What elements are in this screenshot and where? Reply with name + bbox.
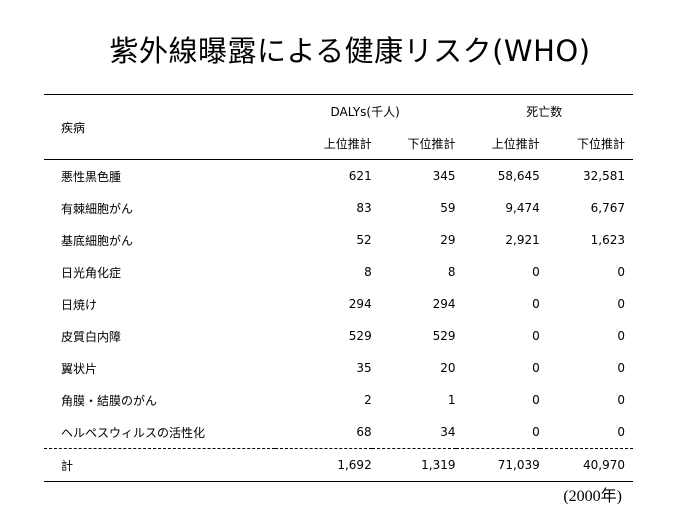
deaths-lower-value: 0 <box>617 425 625 439</box>
disease-name: 日光角化症 <box>61 265 122 280</box>
dalys-upper-value: 2 <box>364 393 372 407</box>
header-dalys: DALYs(千人) <box>274 94 456 127</box>
deaths-upper-value: 0 <box>532 393 540 407</box>
total-label: 計 <box>44 448 275 482</box>
header-disease: 疾病 <box>44 94 275 160</box>
deaths-upper-value: 58,645 <box>455 159 540 192</box>
deaths-lower-value: 6,767 <box>590 201 625 215</box>
dalys-lower-value: 20 <box>440 361 456 375</box>
deaths-lower-value: 0 <box>617 361 625 375</box>
deaths-lower-value: 32,581 <box>539 159 633 192</box>
disease-name: 日焼け <box>61 297 98 312</box>
disease-name: 皮質白内障 <box>61 329 122 344</box>
table-row: ヘルペスウィルスの活性化 68 34 0 0 <box>44 416 633 449</box>
disease-name: 有棘細胞がん <box>61 201 134 216</box>
dalys-lower-value: 34 <box>440 425 456 439</box>
deaths-upper-value: 2,921 <box>505 233 540 247</box>
dalys-upper-value: 8 <box>364 265 372 279</box>
disease-name: 翼状片 <box>61 361 98 376</box>
deaths-upper-value: 0 <box>532 265 540 279</box>
header-dalys-upper: 上位推計 <box>323 136 372 151</box>
deaths-upper-value: 0 <box>532 425 540 439</box>
deaths-lower-value: 0 <box>617 265 625 279</box>
total-dalys-lower: 1,319 <box>371 448 456 482</box>
table-row: 皮質白内障 529 529 0 0 <box>44 320 633 352</box>
dalys-lower-value: 345 <box>371 159 456 192</box>
header-deaths-lower: 下位推計 <box>576 136 625 151</box>
dalys-upper-value: 35 <box>356 361 372 375</box>
header-deaths-upper: 上位推計 <box>491 136 540 151</box>
table-row: 日焼け 294 294 0 0 <box>44 288 633 320</box>
table-row: 悪性黒色腫 621 345 58,645 32,581 <box>44 159 633 192</box>
dalys-lower-value: 59 <box>440 201 456 215</box>
table-body: 悪性黒色腫 621 345 58,645 32,581 有棘細胞がん 83 59 9,474 6,… <box>44 159 633 449</box>
table-row: 基底細胞がん 52 29 2,921 1,623 <box>44 224 633 256</box>
dalys-lower-value: 529 <box>432 329 456 343</box>
dalys-upper-value: 529 <box>348 329 372 343</box>
total-deaths-lower: 40,970 <box>539 448 633 482</box>
header-dalys-lower: 下位推計 <box>407 136 456 151</box>
deaths-lower-value: 0 <box>617 297 625 311</box>
deaths-upper-value: 0 <box>532 329 540 343</box>
disease-name: ヘルペスウィルスの活性化 <box>61 425 206 440</box>
total-dalys-upper: 1,692 <box>274 448 372 482</box>
disease-name: 基底細胞がん <box>61 233 134 248</box>
deaths-upper-value: 0 <box>532 361 540 375</box>
page-title: 紫外線曝露による健康リスク(WHO) <box>109 34 591 68</box>
dalys-upper-value: 68 <box>356 425 372 439</box>
disease-name: 悪性黒色腫 <box>44 159 275 192</box>
deaths-lower-value: 0 <box>617 393 625 407</box>
dalys-lower-value: 8 <box>447 265 456 279</box>
dalys-upper-value: 83 <box>356 201 372 215</box>
table-row: 有棘細胞がん 83 59 9,474 6,767 <box>44 192 633 224</box>
disease-name: 角膜・結膜のがん <box>61 393 158 408</box>
dalys-lower-value: 294 <box>432 297 456 311</box>
header-deaths: 死亡数 <box>455 94 633 127</box>
dalys-upper-value: 294 <box>348 297 372 311</box>
table-row: 日光角化症 8 8 0 0 <box>44 256 633 288</box>
total-deaths-upper: 71,039 <box>455 448 540 482</box>
table-row: 翼状片 35 20 0 0 <box>44 352 633 384</box>
health-risk-table: 疾病 DALYs(千人) 死亡数 上位推計 下位推計 上位推計 下位推計 悪性黒… <box>44 94 633 482</box>
deaths-upper-value: 0 <box>532 297 540 311</box>
dalys-lower-value: 29 <box>440 233 456 247</box>
dalys-lower-value: 1 <box>447 393 456 407</box>
table-row: 角膜・結膜のがん 2 1 0 0 <box>44 384 633 416</box>
total-row: 計 1,692 1,319 71,039 40,970 <box>44 448 633 482</box>
deaths-upper-value: 9,474 <box>505 201 540 215</box>
deaths-lower-value: 0 <box>617 329 625 343</box>
dalys-upper-value: 621 <box>274 159 372 192</box>
year-note: (2000年) <box>563 488 622 505</box>
deaths-lower-value: 1,623 <box>590 233 625 247</box>
dalys-upper-value: 52 <box>356 233 372 247</box>
